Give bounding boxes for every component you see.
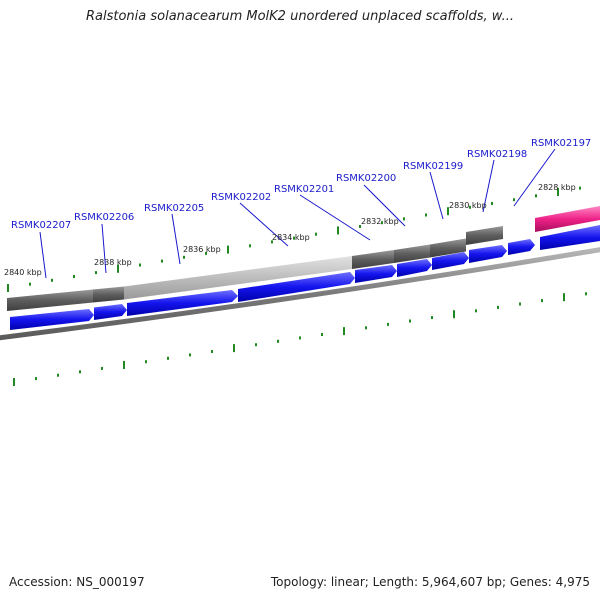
gene-label[interactable]: RSMK02206 xyxy=(74,212,134,223)
gene-label[interactable]: RSMK02200 xyxy=(336,173,396,184)
contig-segment-dark-2 xyxy=(93,286,124,303)
kbp-label: 2828 kbp xyxy=(538,183,576,192)
contig-segment-light xyxy=(124,256,352,300)
leader-line xyxy=(299,194,371,241)
contig-segment-dark-5 xyxy=(430,238,466,258)
gene-arrow[interactable] xyxy=(508,239,535,255)
map-title: Ralstonia solanacearum MolK2 unordered u… xyxy=(85,9,514,24)
leader-line xyxy=(363,184,406,227)
gene-labels: RSMK02207 RSMK02206 RSMK02205 RSMK02202 … xyxy=(11,138,591,231)
leader-line xyxy=(239,202,289,247)
contig-segment-highlight[interactable] xyxy=(535,206,600,232)
leader-line xyxy=(39,231,47,279)
gene-arrow[interactable] xyxy=(94,304,127,320)
gene-track xyxy=(10,225,600,330)
kbp-label: 2834 kbp xyxy=(272,233,310,242)
kbp-label: 2838 kbp xyxy=(94,258,132,267)
gene-arrow[interactable] xyxy=(432,252,469,270)
leader-line xyxy=(482,159,495,213)
kbp-label: 2832 kbp xyxy=(361,217,399,226)
gene-label[interactable]: RSMK02197 xyxy=(531,138,591,149)
accession-text: Accession: NS_000197 xyxy=(9,575,145,589)
leader-lines xyxy=(39,148,556,279)
gene-arrow[interactable] xyxy=(540,225,600,250)
contig-track xyxy=(7,206,600,311)
gene-arrow[interactable] xyxy=(10,309,94,330)
outer-tick-ring xyxy=(7,186,581,292)
contig-segment-dark-6 xyxy=(466,226,503,245)
gene-arrow[interactable] xyxy=(355,265,397,283)
contig-segment-dark-4 xyxy=(394,244,430,263)
gene-label[interactable]: RSMK02198 xyxy=(467,149,527,160)
inner-tick-ring xyxy=(13,292,587,386)
leader-line xyxy=(429,171,444,220)
sequence-stats-text: Topology: linear; Length: 5,964,607 bp; … xyxy=(270,575,590,589)
leader-line xyxy=(513,148,556,207)
gene-arrow[interactable] xyxy=(127,290,238,316)
gene-label[interactable]: RSMK02201 xyxy=(274,184,334,195)
kbp-label: 2840 kbp xyxy=(4,268,42,277)
kbp-label: 2836 kbp xyxy=(183,245,221,254)
gene-label[interactable]: RSMK02202 xyxy=(211,192,271,203)
gene-label[interactable]: RSMK02199 xyxy=(403,161,463,172)
gene-label[interactable]: RSMK02207 xyxy=(11,220,71,231)
leader-line xyxy=(101,223,107,274)
kbp-label: 2830 kbp xyxy=(449,201,487,210)
sequence-backbone xyxy=(0,247,600,341)
gene-label[interactable]: RSMK02205 xyxy=(144,203,204,214)
gene-arrow[interactable] xyxy=(469,245,507,263)
gene-arrow[interactable] xyxy=(238,272,355,302)
contig-segment-dark-left xyxy=(7,289,93,311)
gene-arrow[interactable] xyxy=(397,259,432,277)
contig-segment-dark-3 xyxy=(352,250,394,269)
kbp-labels: 2840 kbp 2838 kbp 2836 kbp 2834 kbp 2832… xyxy=(4,183,576,277)
leader-line xyxy=(171,213,181,265)
